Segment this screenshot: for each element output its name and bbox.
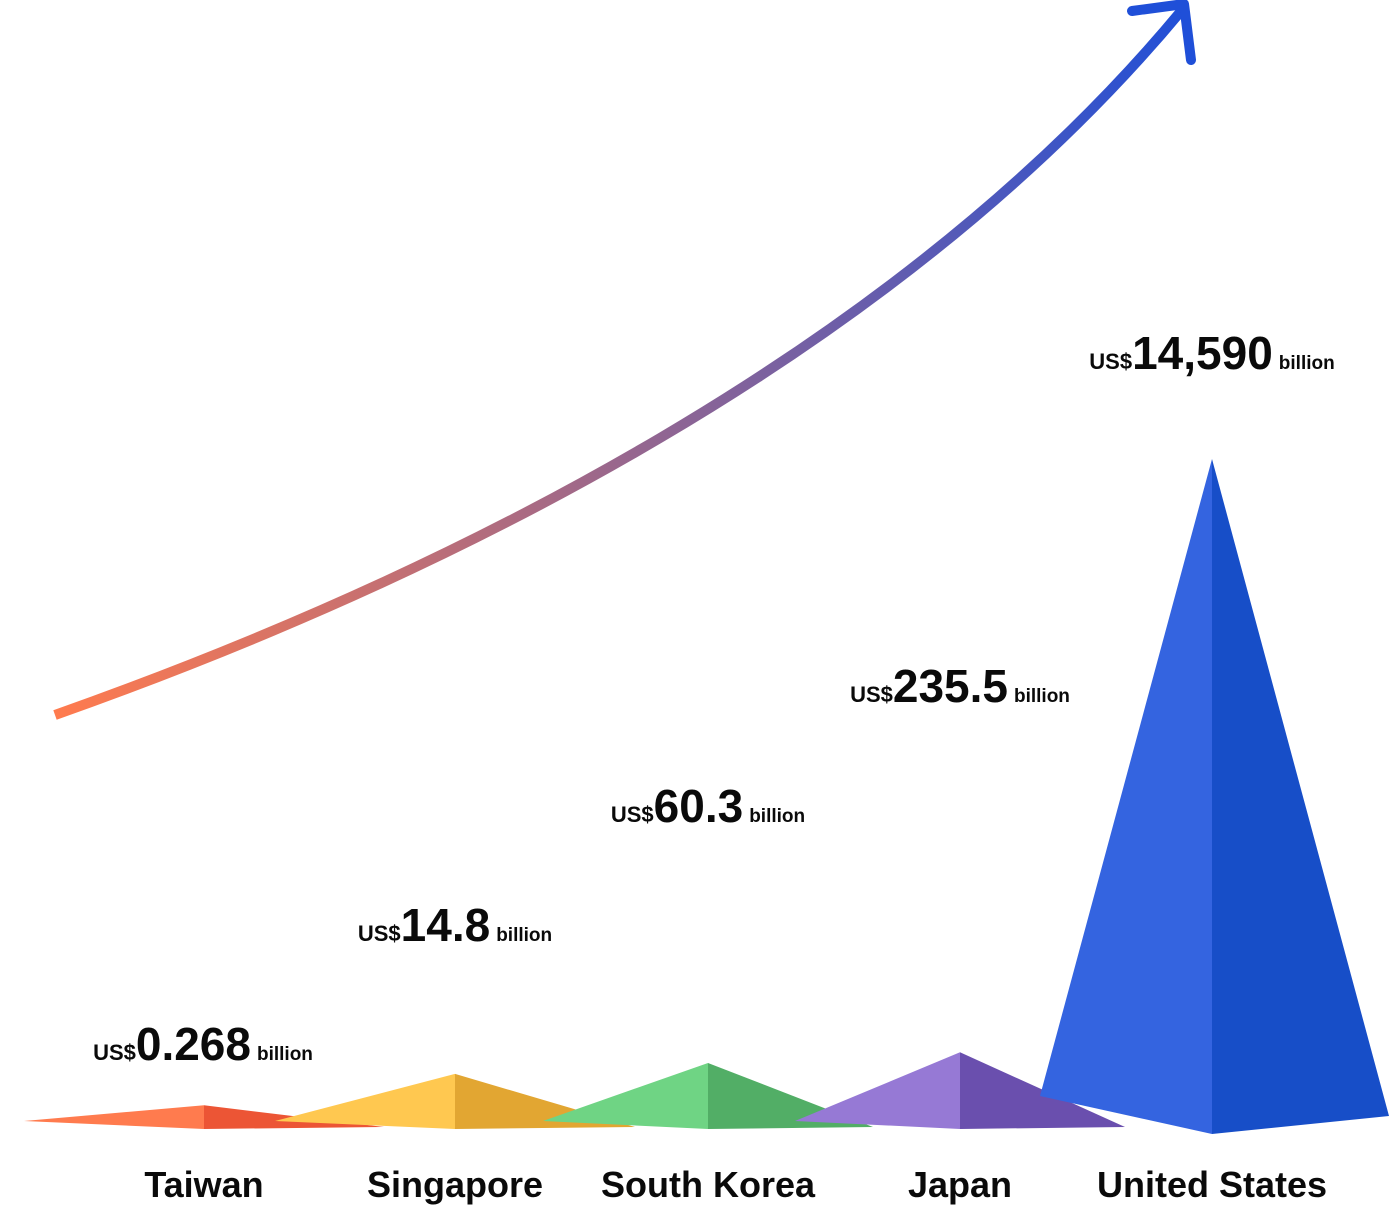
data-label: US$0.268 billion (93, 1018, 313, 1070)
trend-arrow (53, 0, 1196, 720)
pyramid-face-light (543, 1062, 708, 1129)
data-label-prefix: US$ (611, 802, 654, 827)
data-label-number: 14.8 (401, 899, 491, 951)
data-label-prefix: US$ (358, 921, 401, 946)
data-label-number: 60.3 (654, 780, 744, 832)
data-label-suffix: billion (496, 925, 552, 946)
category-labels: Taiwan Singapore South Korea Japan United St… (144, 1164, 1327, 1205)
data-label-number: 0.268 (136, 1018, 251, 1070)
pyramid-face-light (275, 1073, 455, 1129)
pyramid-marks (24, 459, 1389, 1134)
data-label-prefix: US$ (1089, 349, 1132, 374)
pyramid-mark (1040, 459, 1389, 1134)
data-label-number: 14,590 (1132, 327, 1273, 379)
data-label: US$14.8 billion (358, 899, 552, 951)
pyramid-face-light (1040, 459, 1212, 1134)
category-label: Taiwan (144, 1164, 263, 1205)
data-label-prefix: US$ (93, 1040, 136, 1065)
pyramid-face-light (24, 1105, 204, 1129)
data-label: US$235.5 billion (850, 660, 1070, 712)
category-label: United States (1097, 1164, 1327, 1205)
data-label-suffix: billion (1014, 686, 1070, 707)
trend-arrow-head-icon (1127, 0, 1196, 65)
pyramid-face-light (795, 1052, 960, 1129)
category-label: Japan (908, 1164, 1012, 1205)
category-label: South Korea (601, 1164, 816, 1205)
data-label-suffix: billion (1279, 353, 1335, 374)
data-label-suffix: billion (749, 806, 805, 827)
pyramid-face-dark (1212, 459, 1389, 1134)
trend-arrow-curve (53, 6, 1186, 720)
data-label-number: 235.5 (893, 660, 1008, 712)
data-label-suffix: billion (257, 1044, 313, 1065)
data-label: US$60.3 billion (611, 780, 805, 832)
data-label: US$14,590 billion (1089, 327, 1334, 379)
category-label: Singapore (367, 1164, 543, 1205)
data-label-prefix: US$ (850, 682, 893, 707)
